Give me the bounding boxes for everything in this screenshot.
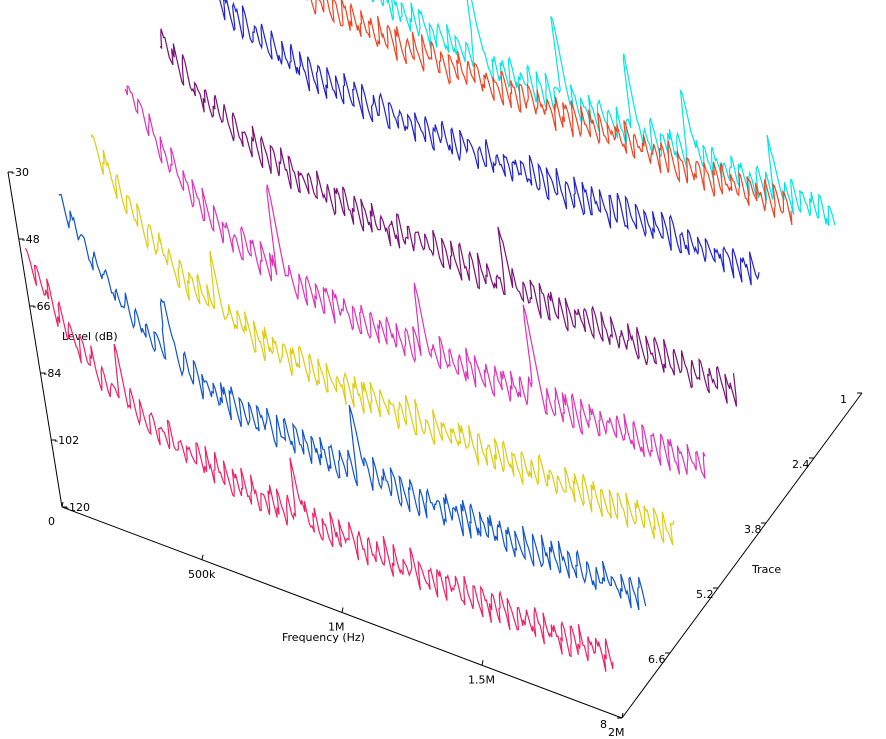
frequency-tick (621, 712, 624, 719)
frequency-tick (201, 554, 204, 560)
z-axis-label: Trace (751, 563, 781, 576)
trace-3-line (219, 0, 760, 286)
frequency-tick-label: 2M (608, 726, 625, 739)
level-tick-label: -30 (11, 166, 29, 179)
frequency-ticks: 0 500k 1M 1.5M 2M (48, 501, 625, 739)
trace-8-line (24, 247, 614, 672)
frequency-tick (481, 660, 484, 666)
trace-6-line (90, 133, 675, 546)
level-tick-label: -66 (33, 300, 51, 313)
trace-tick-label: 6.6 (648, 653, 666, 666)
frequency-tick-label: 1.5M (468, 673, 495, 686)
series-group (24, 0, 836, 672)
x-axis-label: Frequency (Hz) (282, 631, 365, 644)
trace-tick-label: 8 (600, 718, 607, 731)
trace-tick-label: 5.2 (696, 588, 714, 601)
level-tick-label: -120 (65, 501, 90, 514)
level-tick-label: -48 (22, 233, 40, 246)
trace-axis-line (621, 392, 863, 719)
trace-2-line (306, 0, 793, 226)
trace-tick-label: 2.4 (792, 458, 810, 471)
y-axis-label: Level (dB) (62, 330, 118, 343)
trace-5-line (124, 85, 706, 479)
frequency-tick (341, 607, 344, 613)
trace-ticks: 1 2.4 3.8 5.2 6.6 8 (600, 392, 862, 731)
level-axis-line (7, 171, 63, 508)
frequency-tick (61, 501, 64, 508)
trace-4-line (159, 28, 737, 407)
level-ticks: -30 -48 -66 -84 -102 -120 (8, 166, 90, 514)
frequency-tick-label: 1M (328, 621, 345, 634)
trace-1-line (371, 0, 836, 226)
frequency-tick-label: 500k (188, 568, 216, 581)
trace-7-line (58, 193, 647, 611)
level-tick-label: -84 (43, 367, 61, 380)
level-tick-label: -102 (54, 434, 79, 447)
trace-tick-label: 1 (840, 393, 847, 406)
frequency-tick-label: 0 (48, 515, 55, 528)
trace-tick-label: 3.8 (744, 523, 762, 536)
